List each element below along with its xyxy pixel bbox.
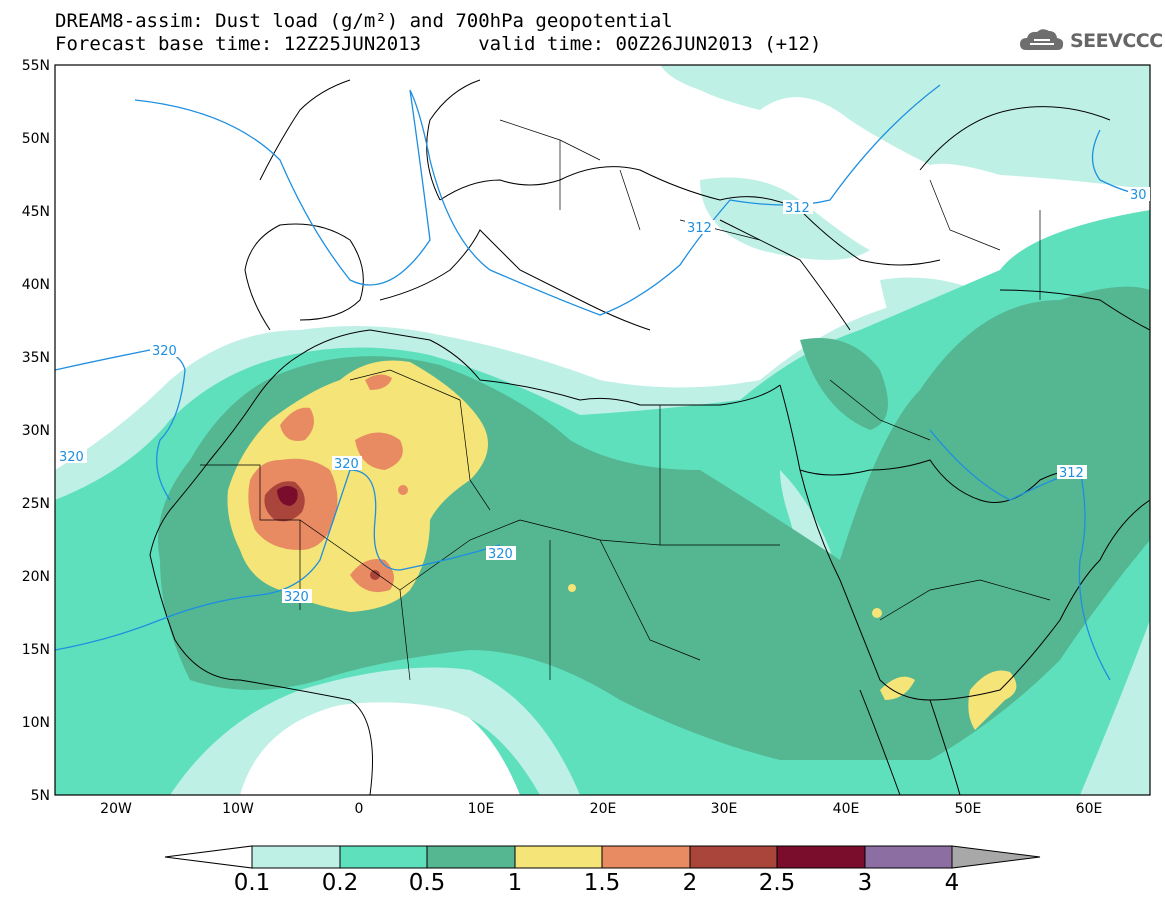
- legend-under-arrow: [164, 845, 253, 869]
- legend-swatch: [776, 845, 866, 869]
- dust-band-1-spot2: [872, 608, 882, 618]
- plot-frame: [54, 64, 1151, 796]
- legend-tick: 0.1: [233, 870, 271, 896]
- lat-label: 50N: [22, 131, 50, 147]
- lat-label: 15N: [22, 642, 50, 658]
- lat-label: 45N: [22, 204, 50, 220]
- country-borders: [200, 119, 1051, 681]
- contour-label-group: 320 320 320 320 320 312 312 312 30: [57, 187, 1150, 605]
- lon-label: 50E: [955, 801, 982, 817]
- dust-band-1-5-spot: [398, 485, 408, 495]
- contour-320-west: [55, 349, 186, 501]
- legend-swatch: [426, 845, 516, 869]
- lat-label: 20N: [22, 569, 50, 585]
- legend-over-arrow: [951, 845, 1041, 869]
- dust-band-0-1-north: [660, 65, 1150, 190]
- legend-swatch: [514, 845, 603, 869]
- contour-label: 320: [59, 450, 84, 465]
- legend-tick: 4: [944, 870, 960, 896]
- lat-label: 25N: [22, 496, 50, 512]
- legend-tick: 1.5: [583, 870, 621, 896]
- lon-axis: 20W 10W 0 10E 20E 30E 40E 50E 60E: [100, 801, 1102, 817]
- lon-label: 20E: [590, 801, 617, 817]
- legend-swatch: [339, 845, 428, 869]
- dust-band-1-5-east: [355, 432, 403, 470]
- contour-label: 320: [284, 590, 309, 605]
- lon-label: 60E: [1076, 801, 1103, 817]
- legend-swatch: [689, 845, 778, 869]
- lat-label: 5N: [31, 788, 50, 804]
- legend-tick: 3: [857, 870, 873, 896]
- legend-tick: 2: [682, 870, 698, 896]
- lat-label: 40N: [22, 277, 50, 293]
- dust-map: 320 320 320 320 320 312 312 312 30 55N 5…: [22, 58, 1151, 817]
- lat-label: 30N: [22, 423, 50, 439]
- dust-band-0-5-iraq: [800, 338, 888, 430]
- dust-band-1-spot: [568, 584, 576, 592]
- legend-swatch: [864, 845, 953, 869]
- lon-label: 20W: [100, 801, 132, 817]
- contour-label: 312: [1059, 466, 1084, 481]
- lon-label: 30E: [711, 801, 738, 817]
- dust-band-0-1-central: [700, 177, 870, 260]
- legend-swatch: [601, 845, 691, 869]
- dust-clear-gulf: [240, 695, 520, 795]
- dust-band-2-5: [277, 486, 298, 506]
- lat-label: 55N: [22, 58, 50, 74]
- contour-312: [134, 84, 941, 316]
- lon-label: 10E: [468, 801, 495, 817]
- contour-label: 30: [1130, 188, 1147, 203]
- contour-label: 320: [334, 457, 359, 472]
- contour-label: 312: [785, 201, 810, 216]
- logo-text: SEEVCCC: [1070, 30, 1163, 52]
- contour-label: 320: [152, 344, 177, 359]
- cloud-logo-icon: [1020, 29, 1064, 50]
- map-title: DREAM8-assim: Dust load (g/m²) and 700hP…: [55, 10, 673, 32]
- dust-band-2-spot: [370, 570, 380, 580]
- legend-tick: 2.5: [758, 870, 796, 896]
- dust-band-1-yemen-west: [880, 676, 915, 700]
- contour-label: 320: [488, 547, 513, 562]
- legend-tick: 1: [507, 870, 523, 896]
- dust-band-1-5-top: [365, 374, 392, 390]
- contour-320-east: [55, 469, 501, 651]
- legend-tick: 0.2: [321, 870, 359, 896]
- color-legend: [164, 845, 1041, 869]
- legend-swatch: [251, 845, 341, 869]
- lon-label: 0: [355, 801, 364, 817]
- legend-tick: 0.5: [408, 870, 446, 896]
- map-subtitle: Forecast base time: 12Z25JUN2013 valid t…: [55, 33, 822, 55]
- lat-label: 35N: [22, 350, 50, 366]
- lat-axis: 55N 50N 45N 40N 35N 30N 25N 20N 15N 10N …: [22, 58, 50, 804]
- contour-label: 312: [687, 221, 712, 236]
- lon-label: 40E: [833, 801, 860, 817]
- dust-band-0-1-gulf: [170, 667, 580, 795]
- lat-label: 10N: [22, 715, 50, 731]
- dust-band-1-5-north: [280, 407, 314, 441]
- coastlines: [149, 79, 1150, 795]
- lon-label: 10W: [222, 801, 254, 817]
